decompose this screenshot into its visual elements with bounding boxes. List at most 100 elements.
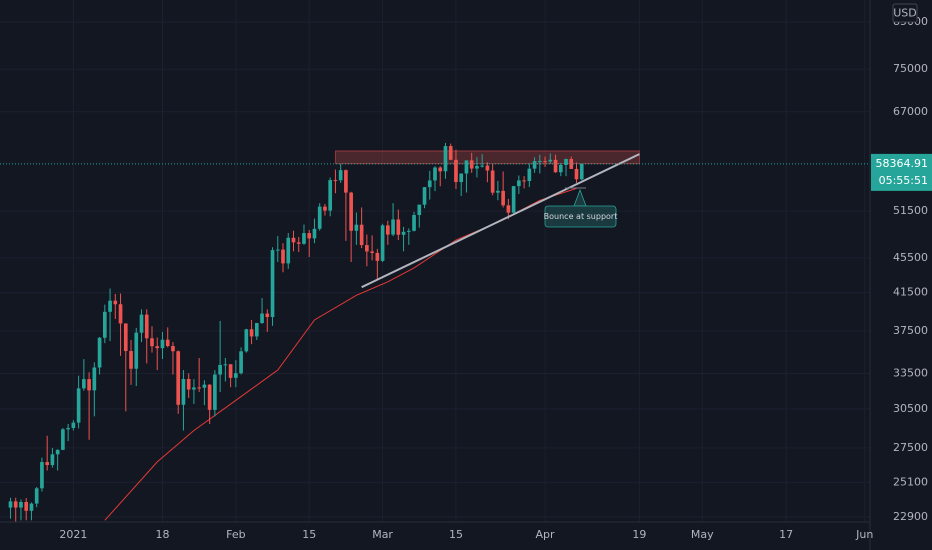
y-tick-label: 67000 <box>893 105 928 118</box>
candle-body <box>202 384 207 388</box>
candle-body <box>244 329 249 352</box>
y-tick-label: 27500 <box>893 441 928 454</box>
candle-body <box>213 374 217 410</box>
candle-body <box>160 339 165 349</box>
candle-body <box>265 313 270 318</box>
candle-body <box>24 501 29 511</box>
candle-body <box>574 168 579 180</box>
candle-body <box>207 384 212 410</box>
y-tick-label: 51500 <box>893 204 928 217</box>
candle-body <box>543 161 547 163</box>
candle-body <box>134 332 139 369</box>
candle-body <box>234 373 238 378</box>
candle-body <box>438 167 443 172</box>
y-tick-label: 75000 <box>893 62 928 75</box>
candle-body <box>433 167 437 181</box>
candle-body <box>192 387 196 390</box>
candle-body <box>501 190 505 206</box>
candle-body <box>406 230 411 232</box>
candle-body <box>302 233 306 244</box>
y-tick-label: 41500 <box>893 286 928 299</box>
candle-body <box>144 314 149 339</box>
candle-body <box>323 206 327 211</box>
x-tick-label: Apr <box>536 528 556 541</box>
candle-body <box>76 388 81 423</box>
x-tick-label: 2021 <box>59 528 87 541</box>
x-tick-label: Jun <box>855 528 873 541</box>
candle-body <box>286 237 291 264</box>
candle-body <box>385 225 390 235</box>
candle-body <box>443 146 448 172</box>
candle-body <box>396 219 401 235</box>
candle-body <box>480 165 485 167</box>
candle-body <box>82 379 86 389</box>
candle-body <box>102 311 107 338</box>
candle-body <box>218 364 222 375</box>
candle-body <box>359 224 364 246</box>
candle-body <box>496 190 500 193</box>
candle-body <box>113 300 118 305</box>
axes: 22900 25100 27500 30500 33500 37500 41500 45500… <box>59 15 932 541</box>
candle-body <box>375 252 380 261</box>
annotation-text: Bounce at support <box>544 212 618 221</box>
candle-body <box>454 159 458 183</box>
candle-body <box>150 338 154 347</box>
plot-area: Bounce at support <box>0 142 870 522</box>
candle-body <box>239 351 243 374</box>
y-tick-label: 30500 <box>893 402 928 415</box>
candle-body <box>45 462 50 466</box>
candle-body <box>417 204 422 216</box>
candle-body <box>511 186 516 213</box>
y-tick-label: 37500 <box>893 324 928 337</box>
candle-body <box>537 161 542 163</box>
candle-body <box>139 314 144 333</box>
candle-body <box>344 170 348 193</box>
candle-body <box>118 304 123 324</box>
candle-body <box>448 146 453 160</box>
x-tick-label: Feb <box>226 528 245 541</box>
y-tick-label: 33500 <box>893 366 928 379</box>
candle-body <box>469 160 474 169</box>
y-tick-label: 45500 <box>893 251 928 264</box>
candle-body <box>108 300 112 312</box>
candle-body <box>338 170 343 181</box>
currency-label: USD <box>893 7 917 20</box>
candle-body <box>197 387 201 389</box>
candle-body <box>422 187 427 205</box>
candle-body <box>427 180 432 188</box>
candle-body <box>506 205 511 213</box>
candle-body <box>296 242 301 244</box>
candle-body <box>485 165 490 171</box>
candle-body <box>459 173 464 183</box>
candle-body <box>97 337 102 368</box>
candle-body <box>165 339 170 347</box>
candle-body <box>464 160 469 174</box>
candle-body <box>186 378 191 390</box>
candle-body <box>55 449 60 455</box>
x-tick-label: May <box>691 528 714 541</box>
candle-body <box>254 322 259 337</box>
candle-body <box>270 250 275 318</box>
candle-body <box>579 163 584 180</box>
candle-body <box>92 367 97 391</box>
candle-body <box>155 346 160 349</box>
countdown-label: 05:55:51 <box>879 174 928 187</box>
x-tick-label: 18 <box>155 528 169 541</box>
candle-body <box>307 233 312 239</box>
candle-body <box>29 503 34 511</box>
candle-body <box>281 249 285 264</box>
candle-body <box>548 159 553 162</box>
x-tick-label: 19 <box>632 528 646 541</box>
candle-body <box>8 501 13 508</box>
candle-body <box>291 237 296 243</box>
x-tick-label: 15 <box>302 528 316 541</box>
candle-body <box>328 180 333 211</box>
last-price-box <box>871 153 932 191</box>
candle-body <box>564 159 568 165</box>
candle-body <box>558 164 563 173</box>
candle-body <box>333 180 338 182</box>
y-tick-label: 25100 <box>893 475 928 488</box>
